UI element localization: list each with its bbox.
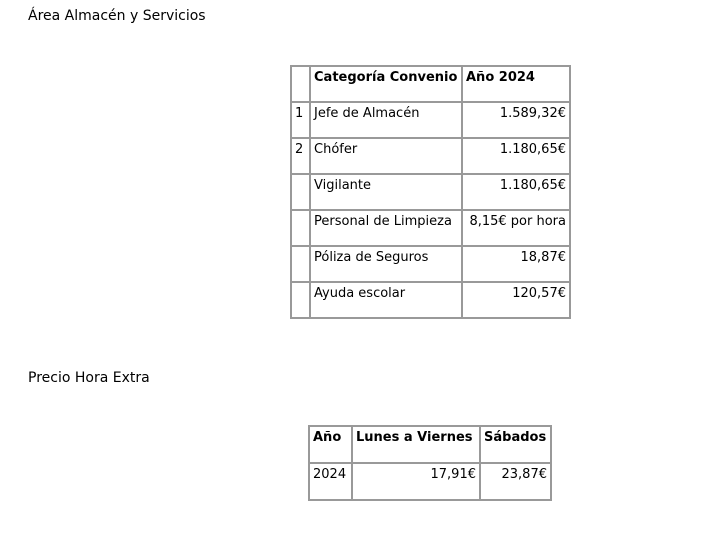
header-cell: Lunes a Viernes: [351, 425, 481, 464]
cell-category: Póliza de Seguros: [309, 245, 463, 283]
cell-number: [290, 245, 311, 283]
cell-amount: 1.180,65€: [461, 137, 571, 175]
cell-year: 2024: [308, 462, 353, 501]
hora-extra-table: Año Lunes a Viernes Sábados 2024 17,91€ …: [308, 425, 552, 501]
convenio-table: Categoría Convenio Año 2024 1 Jefe de Alm…: [290, 65, 571, 319]
section-title-hora-extra: Precio Hora Extra: [28, 370, 150, 386]
header-cell: [290, 65, 311, 103]
table-header-row: Año Lunes a Viernes Sábados: [308, 425, 552, 464]
cell-amount: 1.180,65€: [461, 173, 571, 211]
header-cell: Año: [308, 425, 353, 464]
table-row: Vigilante 1.180,65€: [290, 173, 571, 211]
cell-category: Personal de Limpieza: [309, 209, 463, 247]
table-header-row: Categoría Convenio Año 2024: [290, 65, 571, 103]
header-cell: Sábados: [479, 425, 552, 464]
cell-amount: 18,87€: [461, 245, 571, 283]
cell-category: Ayuda escolar: [309, 281, 463, 319]
cell-number: [290, 281, 311, 319]
cell-category: Jefe de Almacén: [309, 101, 463, 139]
header-cell: Año 2024: [461, 65, 571, 103]
table-row: 1 Jefe de Almacén 1.589,32€: [290, 101, 571, 139]
header-cell: Categoría Convenio: [309, 65, 463, 103]
cell-number: [290, 173, 311, 211]
cell-amount: 120,57€: [461, 281, 571, 319]
cell-number: [290, 209, 311, 247]
cell-category: Vigilante: [309, 173, 463, 211]
table-row: 2 Chófer 1.180,65€: [290, 137, 571, 175]
cell-category: Chófer: [309, 137, 463, 175]
table-row: 2024 17,91€ 23,87€: [308, 462, 552, 501]
cell-number: 2: [290, 137, 311, 175]
table-row: Póliza de Seguros 18,87€: [290, 245, 571, 283]
cell-amount: 1.589,32€: [461, 101, 571, 139]
cell-weekday: 17,91€: [351, 462, 481, 501]
cell-amount: 8,15€ por hora: [461, 209, 571, 247]
cell-number: 1: [290, 101, 311, 139]
section-title-almacen: Área Almacén y Servicios: [28, 8, 206, 24]
table-row: Ayuda escolar 120,57€: [290, 281, 571, 319]
table-row: Personal de Limpieza 8,15€ por hora: [290, 209, 571, 247]
cell-saturday: 23,87€: [479, 462, 552, 501]
